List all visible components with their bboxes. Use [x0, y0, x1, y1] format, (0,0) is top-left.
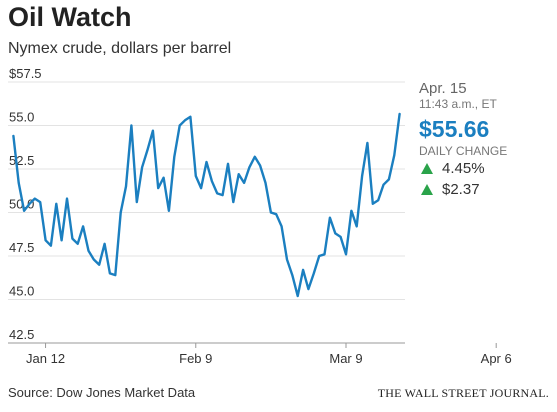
daily-change-label: DAILY CHANGE — [419, 144, 508, 158]
x-tick-label: Jan 12 — [26, 351, 65, 366]
percent-change-row: 4.45% — [419, 158, 554, 179]
price-series-line — [12, 112, 401, 298]
series-line — [12, 112, 401, 298]
quote-date: Apr. 15 — [419, 80, 467, 97]
x-tick-label: Feb 9 — [179, 351, 212, 366]
x-tick-label: Mar 9 — [329, 351, 362, 366]
y-tick-label: 52.5 — [9, 153, 34, 168]
dollar-change-row: $2.37 — [419, 179, 554, 200]
y-tick-label: $57.5 — [9, 66, 42, 81]
publisher-logo: THE WALL STREET JOURNAL. — [377, 386, 549, 400]
quote-price: $55.66 — [419, 116, 490, 142]
up-triangle-icon — [421, 163, 433, 174]
chart-subtitle: Nymex crude, dollars per barrel — [8, 40, 232, 57]
x-tick-label: Apr 6 — [481, 351, 512, 366]
latest-quote-panel: Apr. 15 11:43 a.m., ET $55.66 DAILY CHAN… — [419, 80, 554, 200]
y-tick-label: 47.5 — [9, 240, 34, 255]
x-axis-ticks: Jan 12 Feb 9 Mar 9 Apr 6 — [26, 343, 512, 366]
up-triangle-icon — [421, 184, 433, 195]
y-axis-ticks: $57.555.052.550.047.545.042.5 — [9, 66, 42, 342]
y-tick-label: 45.0 — [9, 284, 34, 299]
y-tick-label: 55.0 — [9, 110, 34, 125]
percent-change-value: 4.45% — [442, 160, 485, 177]
quote-time: 11:43 a.m., ET — [419, 97, 497, 111]
source-note: Source: Dow Jones Market Data — [8, 385, 196, 400]
chart-title: Oil Watch — [8, 2, 132, 32]
dollar-change-value: $2.37 — [442, 181, 480, 198]
y-tick-label: 42.5 — [9, 327, 34, 342]
gridlines — [8, 81, 405, 344]
